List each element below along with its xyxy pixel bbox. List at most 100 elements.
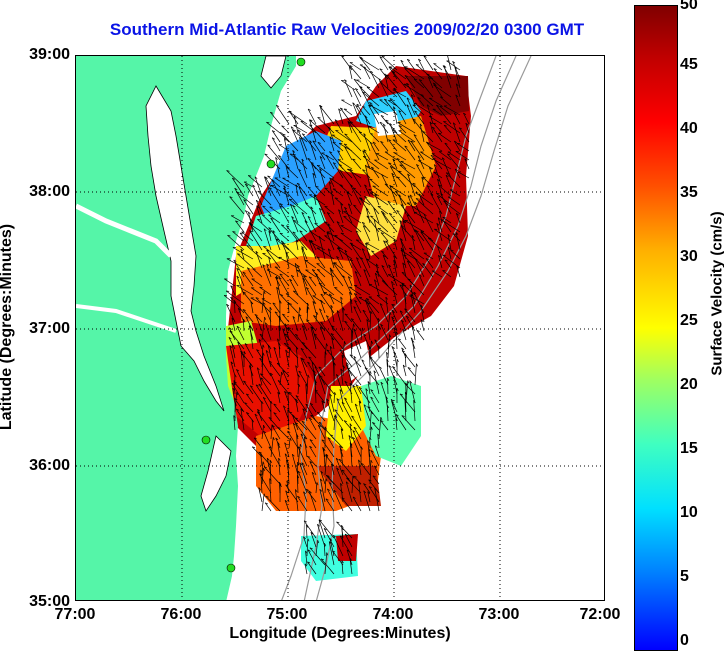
velocity-arrow-head bbox=[367, 381, 371, 385]
velocity-arrow-head bbox=[262, 461, 265, 465]
velocity-arrow-head bbox=[354, 293, 358, 296]
velocity-arrow bbox=[364, 196, 380, 215]
velocity-arrow bbox=[366, 86, 380, 98]
velocity-arrow bbox=[261, 468, 264, 485]
velocity-arrow bbox=[364, 115, 371, 134]
velocity-arrow-head bbox=[324, 235, 328, 237]
velocity-arrow-head bbox=[277, 380, 281, 382]
velocity-arrow-head bbox=[282, 133, 286, 136]
velocity-arrow-head bbox=[317, 116, 321, 119]
velocity-arrow-head bbox=[227, 234, 231, 237]
velocity-arrow-head bbox=[414, 229, 418, 232]
velocity-arrow bbox=[267, 175, 281, 188]
velocity-arrow-head bbox=[237, 253, 241, 255]
velocity-arrow-head bbox=[246, 412, 250, 415]
velocity-arrow bbox=[380, 141, 389, 152]
velocity-arrow-head bbox=[420, 230, 424, 232]
velocity-arrow-head bbox=[263, 467, 266, 471]
velocity-arrow bbox=[452, 61, 461, 80]
velocity-arrow-head bbox=[268, 230, 272, 234]
velocity-arrow bbox=[325, 498, 335, 512]
velocity-arrow bbox=[333, 392, 335, 404]
velocity-arrow bbox=[298, 169, 308, 188]
velocity-arrow-head bbox=[325, 478, 328, 482]
velocity-arrow-head bbox=[359, 197, 363, 200]
velocity-arrow-head bbox=[386, 352, 389, 355]
velocity-arrow bbox=[297, 129, 308, 152]
velocity-arrow bbox=[362, 91, 380, 107]
velocity-arrow bbox=[386, 405, 389, 422]
velocity-arrow bbox=[356, 79, 371, 89]
velocity-arrow bbox=[384, 151, 398, 161]
velocity-arrow-head bbox=[364, 115, 368, 119]
velocity-arrow bbox=[418, 79, 434, 98]
velocity-arrow bbox=[232, 247, 254, 260]
velocity-arrow bbox=[303, 520, 317, 539]
velocity-arrow bbox=[287, 392, 290, 413]
velocity-arrow-head bbox=[231, 344, 235, 347]
velocity-arrow-head bbox=[281, 371, 284, 375]
velocity-arrow bbox=[229, 345, 236, 368]
velocity-arrow bbox=[412, 118, 425, 134]
velocity-arrow-head bbox=[396, 210, 400, 212]
velocity-arrow bbox=[286, 480, 290, 494]
river-potomac bbox=[76, 203, 173, 258]
velocity-arrow bbox=[400, 204, 416, 224]
velocity-arrow bbox=[344, 133, 362, 152]
velocity-arrow-head bbox=[319, 168, 322, 171]
velocity-arrow bbox=[257, 190, 272, 206]
velocity-arrow-head bbox=[297, 475, 300, 479]
colorbar-label: Surface Velocity (cm/s) bbox=[708, 211, 724, 376]
velocity-arrow bbox=[328, 293, 335, 305]
velocity-arrow-head bbox=[298, 314, 302, 317]
velocity-arrow-head bbox=[255, 384, 259, 387]
velocity-arrow bbox=[404, 220, 425, 233]
velocity-arrow bbox=[249, 230, 263, 251]
velocity-arrow bbox=[301, 342, 317, 359]
velocity-arrow-head bbox=[402, 220, 406, 224]
velocity-arrow bbox=[316, 256, 326, 269]
velocity-arrow bbox=[274, 311, 290, 332]
velocity-arrow-head bbox=[407, 195, 411, 198]
velocity-arrow-head bbox=[234, 374, 237, 378]
velocity-arrow bbox=[309, 119, 317, 143]
velocity-arrow-head bbox=[289, 278, 293, 282]
velocity-arrow bbox=[329, 434, 344, 449]
velocity-arrow bbox=[420, 231, 434, 251]
velocity-arrow bbox=[429, 167, 434, 179]
velocity-arrow bbox=[318, 366, 326, 377]
velocity-arrow bbox=[278, 144, 290, 152]
velocity-arrow bbox=[300, 433, 308, 449]
velocity-arrow-head bbox=[348, 276, 351, 279]
velocity-arrow-head bbox=[264, 316, 267, 320]
velocity-arrow-head bbox=[370, 133, 374, 135]
velocity-arrow-head bbox=[236, 267, 240, 271]
velocity-arrow bbox=[381, 174, 389, 188]
velocity-arrow-head bbox=[294, 417, 299, 420]
velocity-arrow bbox=[284, 442, 290, 458]
velocity-arrow bbox=[349, 242, 362, 251]
velocity-arrow bbox=[234, 188, 245, 206]
velocity-arrow bbox=[307, 216, 317, 233]
velocity-arrow-head bbox=[278, 315, 282, 319]
velocity-arrow bbox=[299, 230, 308, 242]
velocity-arrow bbox=[294, 417, 308, 431]
velocity-arrow-head bbox=[392, 70, 396, 73]
velocity-patch-cyan-coast bbox=[246, 196, 326, 251]
velocity-arrow bbox=[404, 67, 416, 80]
velocity-arrow-head bbox=[303, 536, 306, 540]
colorbar-tick: 20 bbox=[680, 376, 698, 393]
velocity-arrow-head bbox=[281, 224, 285, 226]
velocity-arrow bbox=[295, 239, 299, 251]
velocity-arrow-head bbox=[349, 291, 352, 295]
velocity-arrow bbox=[344, 249, 353, 269]
velocity-arrow bbox=[349, 558, 353, 575]
velocity-arrow-head bbox=[319, 207, 322, 211]
velocity-arrow bbox=[439, 210, 443, 224]
velocity-arrow-head bbox=[433, 164, 437, 167]
velocity-arrow-head bbox=[367, 302, 370, 305]
velocity-arrow-head bbox=[265, 495, 269, 498]
velocity-arrow bbox=[266, 121, 281, 134]
velocity-arrow-head bbox=[342, 275, 346, 278]
velocity-arrow bbox=[292, 231, 308, 251]
